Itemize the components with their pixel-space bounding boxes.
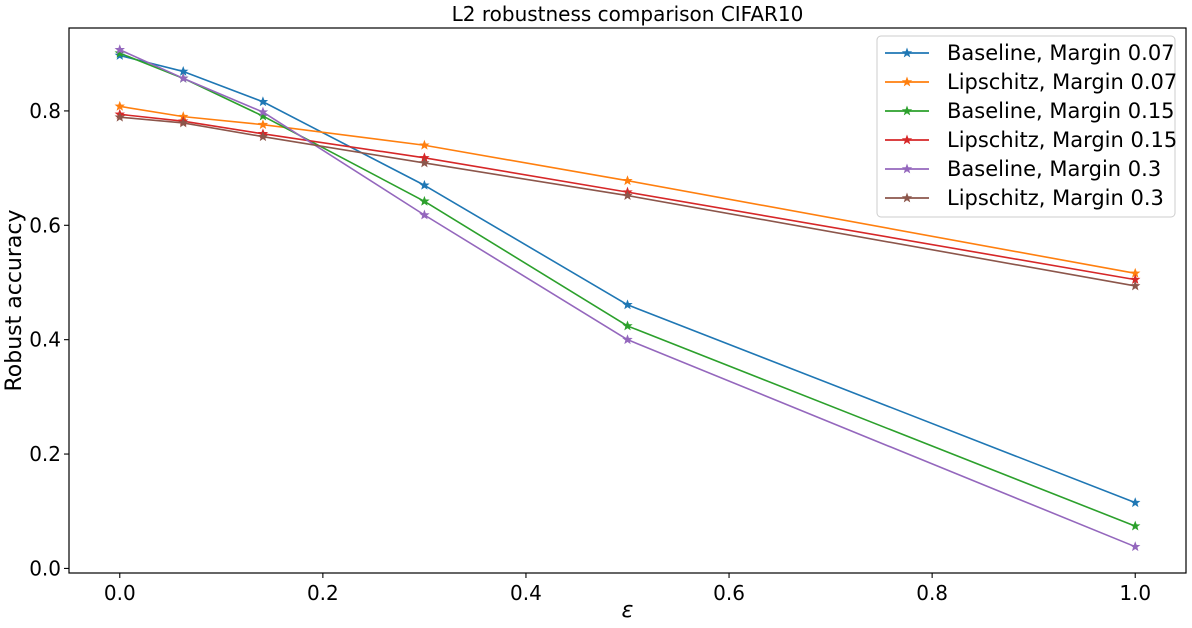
data-point-marker: [622, 175, 633, 186]
legend-marker: [901, 47, 913, 58]
series-line: [119, 49, 1136, 548]
data-point-marker: [622, 320, 633, 331]
y-tick-label: 0.0: [29, 556, 61, 580]
legend-marker: [901, 134, 913, 145]
data-point-marker: [114, 111, 125, 122]
x-tick-label: 1.0: [1119, 581, 1151, 605]
legend-label: Baseline, Margin 0.15: [947, 99, 1175, 123]
x-axis-ticks: 0.0 0.2 0.4 0.6 0.8 1.0: [104, 573, 1151, 605]
legend-label: Baseline, Margin 0.07: [947, 41, 1175, 65]
data-point-marker: [114, 44, 125, 55]
legend-marker: [901, 105, 913, 116]
data-point-marker: [419, 157, 430, 168]
data-point-marker: [178, 72, 189, 83]
x-tick-label: 0.4: [510, 581, 542, 605]
legend-box: [876, 35, 1176, 218]
legend-marker: [901, 163, 913, 174]
chart-title: L2 robustness comparison CIFAR10: [452, 2, 804, 26]
x-tick-label: 0.8: [916, 581, 948, 605]
series-line: [119, 113, 1136, 281]
x-tick-label: 0.0: [104, 581, 136, 605]
data-point-marker: [622, 299, 633, 310]
series-line: [119, 105, 1136, 275]
data-point-marker: [622, 190, 633, 200]
y-tick-label: 0.4: [29, 328, 61, 352]
data-point-marker: [257, 96, 269, 107]
y-axis-ticks: 0.0 0.2 0.4 0.6 0.8: [29, 99, 69, 580]
legend-label: Baseline, Margin 0.3: [947, 157, 1161, 181]
legend-label: Lipschitz, Margin 0.07: [947, 70, 1177, 94]
y-tick-label: 0.6: [29, 213, 61, 237]
legend: Baseline, Margin 0.07 Lipschitz, Margin 0…: [876, 35, 1177, 218]
series-group: [114, 100, 1141, 278]
data-point-marker: [622, 334, 633, 345]
plot-frame: [68, 27, 1187, 574]
legend-label: Lipschitz, Margin 0.15: [947, 128, 1177, 152]
series-line: [119, 54, 1136, 504]
data-point-marker: [257, 131, 269, 142]
series-line: [119, 116, 1136, 287]
data-point-marker: [178, 117, 189, 128]
legend-marker: [901, 76, 913, 87]
series-group: [114, 44, 1141, 552]
legend-marker: [901, 192, 913, 203]
series-layer: [114, 44, 1141, 552]
data-point-marker: [419, 209, 430, 220]
data-point-marker: [419, 195, 430, 206]
x-tick-label: 0.6: [713, 581, 745, 605]
data-point-marker: [1130, 497, 1141, 508]
series-group: [114, 111, 1141, 291]
y-axis-label: Robust accuracy: [2, 209, 27, 391]
data-point-marker: [257, 119, 269, 130]
data-point-marker: [114, 100, 125, 111]
y-tick-label: 0.8: [29, 99, 61, 123]
data-point-marker: [1130, 541, 1141, 552]
y-tick-label: 0.2: [29, 442, 61, 466]
data-point-marker: [257, 106, 269, 117]
data-point-marker: [419, 179, 430, 190]
x-tick-label: 0.2: [307, 581, 339, 605]
legend-label: Lipschitz, Margin 0.3: [947, 186, 1164, 210]
data-point-marker: [1130, 280, 1141, 291]
data-point-marker: [419, 139, 430, 150]
x-axis-label: ε: [622, 598, 634, 623]
data-point-marker: [1130, 520, 1141, 531]
